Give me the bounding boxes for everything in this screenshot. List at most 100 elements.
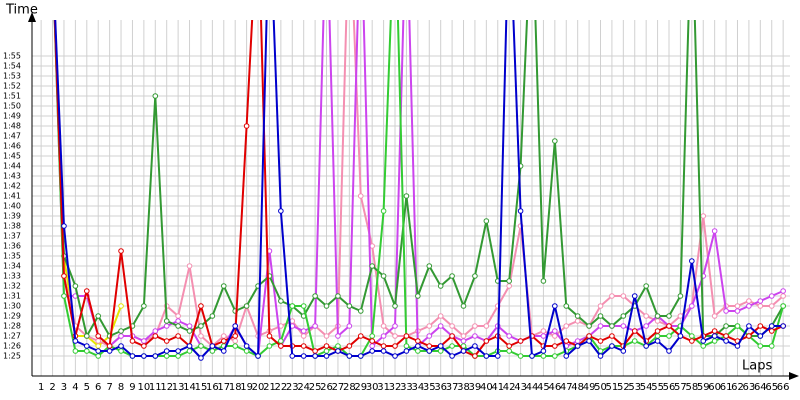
point <box>61 223 67 229</box>
point <box>540 348 547 354</box>
point <box>757 298 764 304</box>
x-arrow <box>789 372 799 380</box>
point <box>597 303 604 309</box>
point <box>654 338 661 344</box>
y-tick-label: 1:37 <box>3 232 21 241</box>
point <box>689 333 695 339</box>
point <box>780 303 786 309</box>
point <box>746 333 752 339</box>
y-tick-label: 1:50 <box>3 102 21 111</box>
y-tick-label: 1:43 <box>3 172 21 181</box>
point <box>300 328 307 334</box>
point <box>666 313 672 319</box>
point <box>437 348 444 354</box>
point <box>437 323 444 329</box>
point <box>380 273 387 279</box>
point <box>415 348 421 354</box>
point <box>654 333 661 339</box>
point <box>620 293 627 299</box>
point <box>723 323 729 329</box>
point <box>563 338 570 344</box>
x-tick-label: 8 <box>118 382 124 393</box>
point <box>220 333 227 339</box>
point <box>780 293 786 299</box>
point <box>118 343 124 349</box>
point <box>574 318 581 324</box>
x-tick-label: 3 <box>61 382 67 393</box>
point <box>483 353 490 359</box>
point <box>403 193 410 199</box>
point <box>129 338 136 344</box>
point <box>209 343 216 349</box>
point <box>152 328 159 334</box>
point <box>380 333 387 339</box>
point <box>506 343 512 349</box>
x-tick-label: 57 <box>674 382 687 393</box>
point <box>198 333 204 339</box>
y-tick-label: 1:39 <box>3 212 21 221</box>
point <box>312 353 318 359</box>
x-tick-label: 66 <box>777 382 790 393</box>
point <box>72 338 79 344</box>
point <box>369 333 375 339</box>
point <box>768 303 775 309</box>
y-tick-label: 1:52 <box>3 82 21 91</box>
x-tick-label: 30 <box>366 382 379 393</box>
x-tick-label: 1 <box>38 382 44 393</box>
y-tick-label: 1:34 <box>3 262 21 271</box>
y-tick-label: 1:27 <box>3 332 21 341</box>
x-tick-label: 28 <box>343 382 356 393</box>
point <box>666 348 672 354</box>
point <box>278 338 284 344</box>
point <box>449 273 455 279</box>
point <box>506 333 512 339</box>
point <box>643 283 649 289</box>
point <box>563 323 570 329</box>
point <box>460 348 467 354</box>
point <box>768 293 775 299</box>
x-tick-label: 39 <box>469 382 482 393</box>
x-tick-label: 53 <box>628 382 641 393</box>
x-tick-label: 21 <box>263 382 276 393</box>
y-tick-label: 1:47 <box>3 132 21 141</box>
point <box>654 313 661 319</box>
point <box>700 343 707 349</box>
point <box>506 348 512 354</box>
point <box>220 283 227 289</box>
point <box>369 338 375 344</box>
point <box>392 343 398 349</box>
point <box>198 323 204 329</box>
point <box>95 333 102 339</box>
x-tick-label: 44 <box>526 382 539 393</box>
x-tick-label: 43 <box>514 382 527 393</box>
point <box>460 333 467 339</box>
point <box>723 333 729 339</box>
point <box>506 283 512 289</box>
x-tick-label: 51 <box>606 382 619 393</box>
y-tick-label: 1:28 <box>3 322 21 331</box>
point <box>597 338 604 344</box>
x-tick-label: 25 <box>309 382 322 393</box>
point <box>186 348 193 354</box>
point <box>141 303 147 309</box>
point <box>666 333 672 339</box>
point <box>757 333 764 339</box>
point <box>711 328 718 334</box>
x-tick-label: 33 <box>400 382 413 393</box>
y-tick-label: 1:51 <box>3 92 21 101</box>
point <box>609 333 615 339</box>
point <box>426 348 433 354</box>
point <box>746 303 752 309</box>
point <box>426 263 433 269</box>
point <box>746 298 752 304</box>
point <box>392 353 398 359</box>
point <box>95 338 102 344</box>
point <box>278 208 284 214</box>
point <box>757 323 764 329</box>
point <box>289 353 296 359</box>
x-tick-label: 34 <box>411 382 424 393</box>
x-tick-label: 45 <box>537 382 550 393</box>
point <box>141 343 147 349</box>
point <box>517 353 524 359</box>
